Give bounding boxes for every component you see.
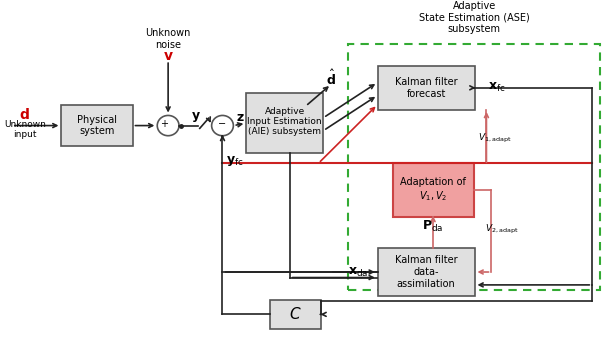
Bar xyxy=(270,300,321,329)
Circle shape xyxy=(157,116,179,136)
Text: +: + xyxy=(160,119,168,129)
Text: $-$: $-$ xyxy=(217,117,226,127)
Text: $V_{1,\mathrm{adapt}}$: $V_{1,\mathrm{adapt}}$ xyxy=(477,132,511,145)
Circle shape xyxy=(212,116,233,136)
Text: $\mathbf{y}$: $\mathbf{y}$ xyxy=(191,110,201,124)
Bar xyxy=(348,44,600,290)
Bar xyxy=(246,93,323,153)
Text: $\mathbf{d}$: $\mathbf{d}$ xyxy=(20,107,30,122)
Text: Adaptive
Input Estimation
(AIE) subsystem: Adaptive Input Estimation (AIE) subsyste… xyxy=(247,107,322,136)
Text: $\hat{\mathbf{d}}$: $\hat{\mathbf{d}}$ xyxy=(326,69,336,88)
Text: Kalman filter
forecast: Kalman filter forecast xyxy=(395,77,457,98)
Text: $\mathbf{z}$: $\mathbf{z}$ xyxy=(236,111,245,124)
Text: Adaptation of
$V_1, V_2$: Adaptation of $V_1, V_2$ xyxy=(400,177,466,203)
Text: Kalman filter
data-
assimilation: Kalman filter data- assimilation xyxy=(395,255,457,289)
Text: $\mathbf{P}_{\mathrm{da}}$: $\mathbf{P}_{\mathrm{da}}$ xyxy=(422,219,444,234)
Bar xyxy=(378,248,474,296)
Text: Unknown
noise: Unknown noise xyxy=(146,28,191,50)
Text: Physical
system: Physical system xyxy=(77,115,117,136)
Text: $\mathbf{x}_{\mathrm{fc}}$: $\mathbf{x}_{\mathrm{fc}}$ xyxy=(488,81,505,94)
Bar xyxy=(392,163,474,217)
Text: $\mathbf{y}_{\mathrm{fc}}$: $\mathbf{y}_{\mathrm{fc}}$ xyxy=(226,154,244,168)
Text: $\mathbf{v}$: $\mathbf{v}$ xyxy=(163,49,174,63)
Text: Unknown
input: Unknown input xyxy=(4,120,46,139)
Text: Adaptive
State Estimation (ASE)
subsystem: Adaptive State Estimation (ASE) subsyste… xyxy=(419,1,529,35)
Text: $\mathbf{x}_{\mathrm{da}}$: $\mathbf{x}_{\mathrm{da}}$ xyxy=(348,265,368,278)
Text: $C$: $C$ xyxy=(289,306,302,323)
Text: $V_{2,\mathrm{adapt}}$: $V_{2,\mathrm{adapt}}$ xyxy=(485,223,518,236)
Bar xyxy=(378,66,474,110)
Bar xyxy=(61,105,133,146)
